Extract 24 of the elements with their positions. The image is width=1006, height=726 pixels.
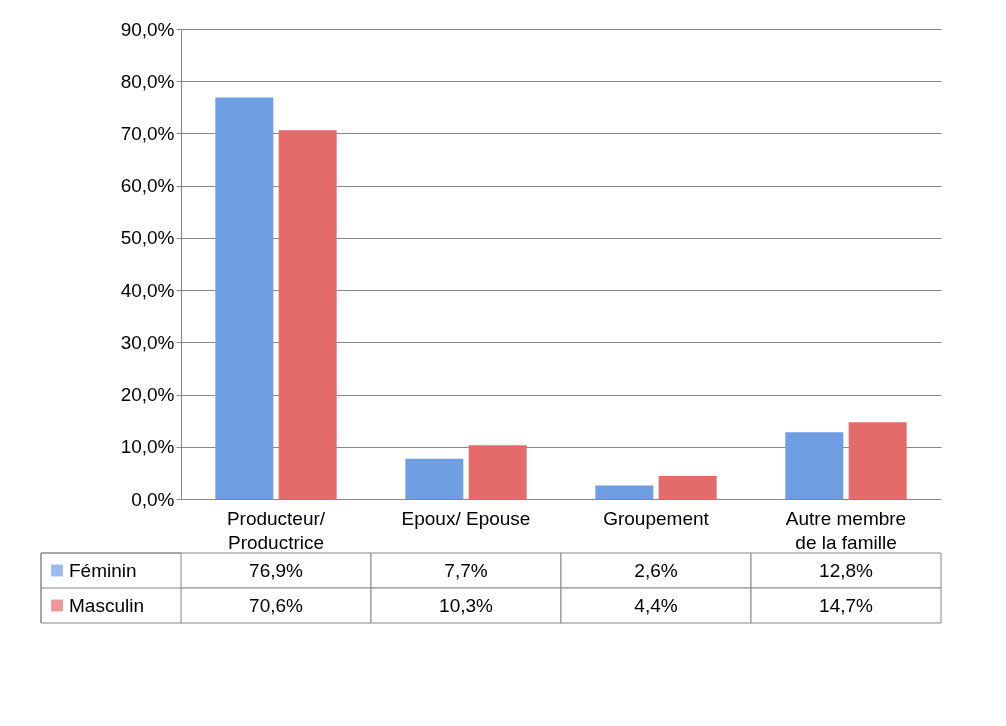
y-tick-label: 10,0% — [120, 436, 175, 458]
y-tick-label: 0,0% — [131, 488, 175, 510]
x-tick-label: Groupement — [603, 507, 710, 529]
data-label: 2,6% — [634, 559, 678, 581]
data-label: 4,4% — [634, 594, 678, 616]
x-tick-label: Epoux/ Epouse — [401, 507, 531, 529]
data-label: 10,3% — [439, 594, 494, 616]
y-tick-label: 50,0% — [120, 227, 175, 249]
y-tick-label: 80,0% — [120, 70, 175, 92]
data-label: 7,7% — [444, 559, 488, 581]
data-label: 14,7% — [819, 594, 874, 616]
y-tick-label: 40,0% — [120, 279, 175, 301]
y-tick-label: 30,0% — [120, 331, 175, 353]
y-tick-label: 20,0% — [120, 384, 175, 406]
data-label: 70,6% — [249, 594, 304, 616]
x-tick-label: Producteur/ Productrice — [226, 507, 326, 553]
y-tick-label: 90,0% — [120, 18, 175, 40]
data-label: 76,9% — [249, 559, 304, 581]
x-tick-label: Autre membre de la famille — [785, 507, 907, 553]
legend-label: Féminin — [69, 559, 137, 581]
data-label: 12,8% — [819, 559, 874, 581]
legend-label: Masculin — [69, 594, 144, 616]
y-tick-label: 60,0% — [120, 175, 175, 197]
y-tick-label: 70,0% — [120, 122, 175, 144]
